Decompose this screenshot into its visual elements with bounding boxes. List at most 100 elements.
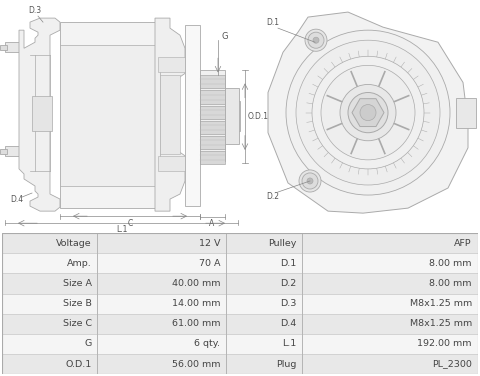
Bar	[200, 121, 225, 134]
Bar	[2, 314, 97, 334]
Bar	[226, 314, 302, 334]
Text: 56.00 mm: 56.00 mm	[171, 359, 220, 368]
Bar	[2, 253, 97, 273]
Bar	[97, 273, 226, 294]
Bar	[200, 136, 225, 149]
Polygon shape	[19, 18, 60, 211]
Text: 192.00 mm: 192.00 mm	[418, 340, 472, 349]
Polygon shape	[268, 12, 468, 213]
Bar	[5, 42, 19, 52]
Bar	[200, 151, 225, 164]
Text: D.2: D.2	[280, 279, 296, 288]
Circle shape	[348, 92, 388, 133]
Bar	[97, 314, 226, 334]
Bar	[2, 294, 97, 314]
Bar	[97, 334, 226, 354]
Text: Voltage: Voltage	[56, 239, 92, 248]
Bar	[200, 70, 225, 161]
Bar	[2, 354, 97, 374]
Bar	[226, 253, 302, 273]
Bar	[0, 149, 7, 154]
Bar	[97, 253, 226, 273]
Text: O.D.1: O.D.1	[65, 359, 92, 368]
Text: D.4: D.4	[10, 194, 23, 203]
Bar	[97, 294, 226, 314]
Text: Amp.: Amp.	[67, 259, 92, 268]
Text: 14.00 mm: 14.00 mm	[171, 299, 220, 308]
Text: A: A	[209, 219, 215, 228]
Text: Plug: Plug	[276, 359, 296, 368]
Text: 40.00 mm: 40.00 mm	[171, 279, 220, 288]
Bar	[302, 314, 478, 334]
Text: Size A: Size A	[63, 279, 92, 288]
Circle shape	[308, 32, 324, 48]
Circle shape	[312, 56, 424, 169]
Bar	[226, 273, 302, 294]
Bar	[200, 106, 225, 119]
Polygon shape	[352, 99, 384, 127]
Bar	[60, 45, 155, 186]
Bar	[226, 354, 302, 374]
Bar	[97, 233, 226, 253]
Text: Pulley: Pulley	[268, 239, 296, 248]
Polygon shape	[155, 18, 185, 211]
Text: 12 V: 12 V	[199, 239, 220, 248]
Text: 8.00 mm: 8.00 mm	[430, 279, 472, 288]
Bar	[160, 76, 180, 154]
Bar	[60, 22, 155, 208]
Text: D.2: D.2	[266, 191, 279, 200]
Text: G: G	[84, 340, 92, 349]
Text: L.1: L.1	[282, 340, 296, 349]
Circle shape	[360, 105, 376, 121]
Text: O.D.1: O.D.1	[248, 112, 269, 121]
Text: D.3: D.3	[280, 299, 296, 308]
Bar	[200, 76, 225, 88]
Bar	[200, 91, 225, 103]
Bar	[302, 273, 478, 294]
Bar	[226, 294, 302, 314]
Bar	[97, 354, 226, 374]
Circle shape	[307, 178, 313, 184]
Circle shape	[286, 30, 450, 195]
Bar	[32, 96, 52, 131]
Circle shape	[302, 173, 318, 189]
Text: M8x1.25 mm: M8x1.25 mm	[409, 299, 472, 308]
Text: 61.00 mm: 61.00 mm	[171, 319, 220, 328]
Bar	[5, 146, 19, 156]
Circle shape	[340, 85, 396, 141]
Bar	[302, 334, 478, 354]
Bar	[2, 273, 97, 294]
Text: AFP: AFP	[454, 239, 472, 248]
Bar	[225, 100, 240, 131]
Text: D.1: D.1	[280, 259, 296, 268]
Text: 8.00 mm: 8.00 mm	[430, 259, 472, 268]
Bar	[0, 45, 7, 50]
Text: Size B: Size B	[63, 299, 92, 308]
Text: C: C	[127, 219, 132, 228]
Bar	[226, 334, 302, 354]
Bar	[2, 334, 97, 354]
Text: D.4: D.4	[280, 319, 296, 328]
Text: L.1: L.1	[116, 225, 128, 234]
Circle shape	[321, 65, 415, 160]
Text: D.1: D.1	[266, 18, 279, 27]
Text: PL_2300: PL_2300	[432, 359, 472, 368]
Text: D.3: D.3	[28, 6, 41, 15]
Bar	[225, 88, 239, 144]
Bar	[456, 97, 476, 128]
Circle shape	[299, 170, 321, 192]
Text: 6 qty.: 6 qty.	[194, 340, 220, 349]
Bar	[158, 57, 188, 73]
Bar	[302, 354, 478, 374]
Circle shape	[305, 29, 327, 51]
Bar	[302, 294, 478, 314]
Circle shape	[313, 37, 319, 43]
Text: Size C: Size C	[62, 319, 92, 328]
Bar	[302, 253, 478, 273]
Text: 70 A: 70 A	[199, 259, 220, 268]
Text: G: G	[222, 32, 228, 41]
Circle shape	[296, 40, 440, 185]
Bar	[2, 233, 97, 253]
Bar	[158, 156, 188, 171]
Bar	[302, 233, 478, 253]
